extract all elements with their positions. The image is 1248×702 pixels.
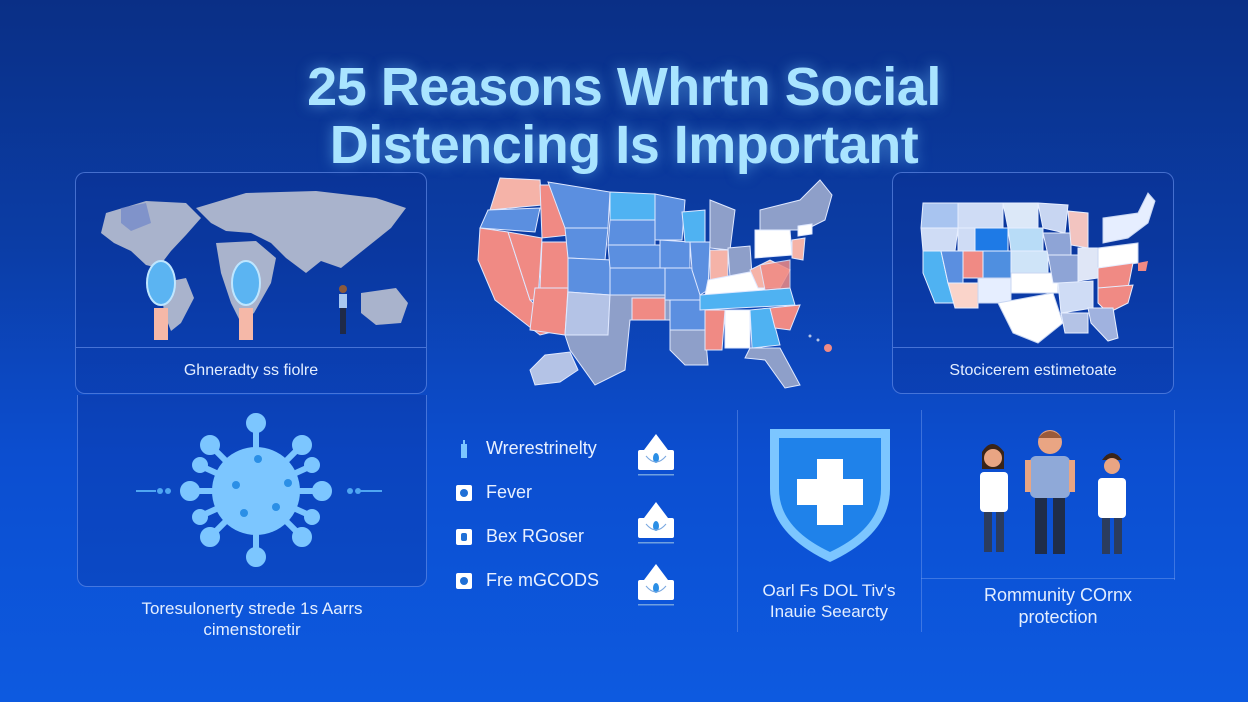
world-map-icon	[101, 191, 408, 340]
divider	[737, 410, 738, 632]
world-map-card: Ghneradty ss fiolre	[75, 172, 427, 394]
list-item-3: Bex RGoser	[456, 526, 584, 547]
medical-shield-icon	[770, 429, 890, 562]
shield-caption-line-2: Inauie Seearcty	[769, 602, 889, 621]
list-item-label: Fre mGCODS	[486, 570, 600, 590]
list-item-label: Bex RGoser	[486, 526, 585, 546]
shield-small-icon	[456, 528, 472, 545]
shield-caption: Oarl Fs DOL Tiv's Inauie Seearcty	[737, 580, 921, 622]
divider	[921, 578, 1175, 579]
virus-caption: Toresulonerty strede 1s Aarrs cimenstore…	[77, 598, 427, 640]
divider	[1174, 410, 1175, 580]
list-item-4: Fre mGCODS	[456, 570, 599, 591]
community-caption-line-1: Rommunity COrnx	[983, 585, 1133, 605]
community-caption: Rommunity COrnx protection	[921, 584, 1195, 628]
virus-card	[77, 395, 427, 587]
list-item-2: Fever	[456, 482, 532, 503]
title-line-2: Distencing Is Important	[329, 115, 919, 175]
page-title: 25 Reasons Whrtn Social Distencing Is Im…	[0, 58, 1248, 174]
list-item-label: Fever	[486, 482, 533, 502]
world-map-caption: Ghneradty ss fiolre	[76, 347, 426, 393]
list-item-label: Wrerestrinelty	[486, 438, 597, 458]
virus-caption-line-1: Toresulonerty strede 1s Aarrs	[141, 599, 363, 618]
virus-icon	[136, 413, 382, 567]
lungs-icon	[456, 484, 472, 501]
virus-caption-line-2: cimenstoretir	[203, 620, 301, 639]
us-heatmap-card: Stocicerem estimetoate	[892, 172, 1174, 394]
bag-icon	[638, 564, 674, 606]
shield-caption-line-1: Oarl Fs DOL Tiv's	[762, 581, 896, 600]
people-icon	[980, 430, 1126, 554]
us-map-icon	[477, 177, 833, 389]
virus-small-icon	[456, 572, 472, 589]
us-heatmap-caption: Stocicerem estimetoate	[893, 347, 1173, 393]
thermometer-icon	[456, 439, 472, 458]
title-line-1: 25 Reasons Whrtn Social	[307, 57, 941, 117]
bag-icon	[638, 434, 674, 476]
us-heatmap-icon	[920, 192, 1156, 344]
bag-icon	[638, 502, 674, 544]
list-item-1: Wrerestrinelty	[456, 438, 597, 459]
community-caption-line-2: protection	[1018, 607, 1098, 627]
divider	[921, 410, 922, 632]
